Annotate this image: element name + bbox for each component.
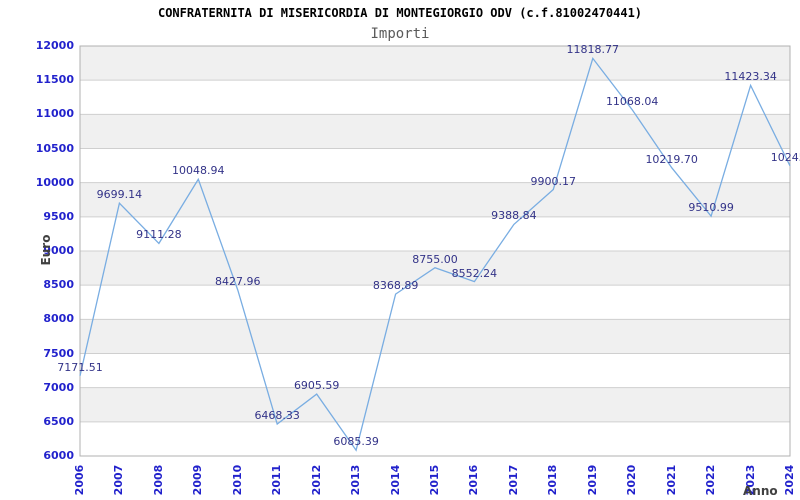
y-tick-label: 7000 <box>43 380 74 394</box>
data-point-label: 8368.89 <box>372 279 419 293</box>
data-point-label: 11818.77 <box>566 43 620 57</box>
plot-border <box>79 45 791 457</box>
x-tick-label: 2011 <box>270 464 284 496</box>
plot-band <box>80 421 790 456</box>
y-tick-label: 12000 <box>35 39 74 52</box>
data-point-label: 6905.59 <box>293 379 340 393</box>
data-point-label: 7171.51 <box>57 360 103 374</box>
x-tick-label: 2006 <box>73 464 86 496</box>
x-tick-label: 2012 <box>309 464 323 496</box>
y-tick-label: 7500 <box>43 346 74 360</box>
x-tick-label: 2018 <box>546 464 560 496</box>
y-tick-label: 6000 <box>43 449 74 462</box>
data-point-label: 6468.33 <box>254 409 300 422</box>
y-axis-title: Euro <box>39 234 53 266</box>
x-tick-label: 2016 <box>467 464 481 496</box>
plot-band <box>80 353 790 388</box>
plot-band <box>80 216 790 251</box>
data-point-label: 9900.17 <box>530 174 577 188</box>
y-tick-label: 8500 <box>43 278 74 292</box>
data-point-label: 6085.39 <box>333 435 379 449</box>
chart-title: CONFRATERNITA DI MISERICORDIA DI MONTEGI… <box>157 6 643 20</box>
x-tick-label: 2019 <box>585 464 599 496</box>
y-tick-label: 11000 <box>35 107 74 121</box>
data-point-label: 10219.70 <box>645 152 698 166</box>
y-tick-label: 8000 <box>43 312 74 326</box>
x-tick-label: 2021 <box>664 464 678 496</box>
data-point-label: 9699.14 <box>96 188 143 202</box>
plot-band <box>80 46 790 81</box>
x-tick-label: 2017 <box>506 464 520 496</box>
data-point-label: 8552.24 <box>451 266 498 280</box>
x-tick-label: 2010 <box>230 464 244 496</box>
data-point-label: 11423.34 <box>724 70 777 84</box>
y-tick-label: 11500 <box>35 73 74 87</box>
x-tick-label: 2020 <box>625 464 639 496</box>
x-tick-label: 2014 <box>388 464 402 496</box>
x-tick-label: 2009 <box>191 464 205 496</box>
x-tick-label: 2015 <box>428 464 441 496</box>
data-point-label: 10245. <box>770 150 800 164</box>
data-point-label: 10048.94 <box>172 164 225 178</box>
plot-band <box>80 285 790 320</box>
y-tick-label: 6500 <box>43 414 74 428</box>
plot-band <box>80 148 790 183</box>
data-line-importi <box>79 56 791 452</box>
x-tick-label: 2024 <box>783 464 796 496</box>
plot-band <box>80 319 790 354</box>
plot-band <box>80 114 790 149</box>
data-point-label: 9510.99 <box>688 201 734 215</box>
data-point-label: 8427.96 <box>215 275 261 289</box>
x-axis-title: Anno <box>743 484 778 498</box>
plot-band <box>80 80 790 115</box>
plot-band <box>80 182 790 217</box>
chart-subtitle: Importi <box>370 26 430 42</box>
x-tick-label: 2022 <box>704 464 718 496</box>
x-tick-label: 2008 <box>151 464 165 496</box>
y-tick-label: 9500 <box>43 209 74 223</box>
data-point-label: 9388.84 <box>491 209 537 223</box>
plot-band <box>80 387 790 422</box>
data-point-label: 11068.04 <box>605 94 659 108</box>
data-point-label: 8755.00 <box>412 252 458 266</box>
x-tick-label: 2007 <box>112 464 126 496</box>
data-point-label: 9111.28 <box>136 228 182 242</box>
y-tick-label: 9000 <box>43 244 74 257</box>
x-tick-label: 2013 <box>349 464 363 496</box>
y-tick-label: 10500 <box>35 141 74 155</box>
y-tick-label: 10000 <box>35 175 74 189</box>
